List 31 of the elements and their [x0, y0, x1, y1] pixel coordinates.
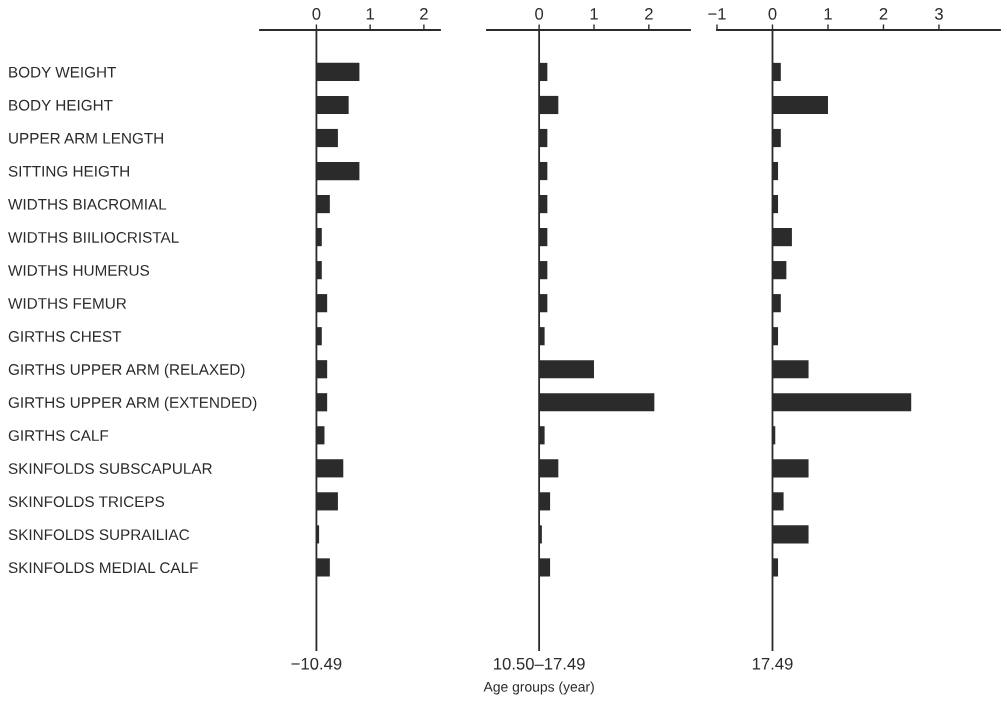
x-tick-label: 1: [590, 8, 598, 20]
y-tick-label: SKINFOLDS TRICEPS: [8, 496, 165, 508]
x-tick-label: −1: [708, 8, 726, 20]
y-tick-label: SKINFOLDS SUPRAILIAC: [8, 529, 190, 541]
y-tick-label: WIDTHS BIACROMIAL: [8, 198, 167, 210]
y-tick-label: GIRTHS CHEST: [8, 331, 122, 342]
x-tick-label: 2: [645, 7, 653, 20]
y-tick-label: SITTING HEIGTH: [8, 165, 129, 177]
x-tick-label: 1: [824, 8, 832, 20]
y-tick-label: WIDTHS FEMUR: [8, 298, 127, 309]
x-axis-title: 17.49: [752, 657, 793, 670]
y-tick-label: BODY WEIGHT: [9, 66, 117, 78]
x-tick-label: 2: [420, 7, 428, 20]
y-tick-label: GIRTHS UPPER ARM (EXTENDED): [8, 396, 257, 411]
y-tick-label: WIDTHS HUMERUS: [8, 265, 150, 276]
x-tick-label: 0: [535, 7, 544, 20]
x-tick-label: 2: [879, 7, 888, 20]
y-tick-label: GIRTHS CALF: [8, 430, 109, 441]
x-tick-label: 0: [768, 7, 777, 20]
x-tick-label: 3: [934, 7, 943, 20]
x-axis-title: −10.49: [291, 657, 342, 670]
y-tick-label: UPPER ARM LENGTH: [9, 132, 163, 144]
y-tick-label: WIDTHS BIILIOCRISTAL: [8, 231, 179, 243]
y-tick-label: BODY HEIGHT: [9, 99, 113, 111]
y-tick-label: SKINFOLDS SUBSCAPULAR: [8, 463, 212, 475]
x-tick-label: 1: [366, 8, 374, 20]
x-tick-label: 0: [312, 7, 321, 20]
x-axis-title: 10.50–17.49: [494, 657, 585, 670]
y-tick-label: SKINFOLDS MEDIAL CALF: [8, 562, 198, 574]
y-tick-label: GIRTHS UPPER ARM (RELAXED): [8, 363, 245, 378]
text: Age groups (year): [483, 681, 594, 695]
